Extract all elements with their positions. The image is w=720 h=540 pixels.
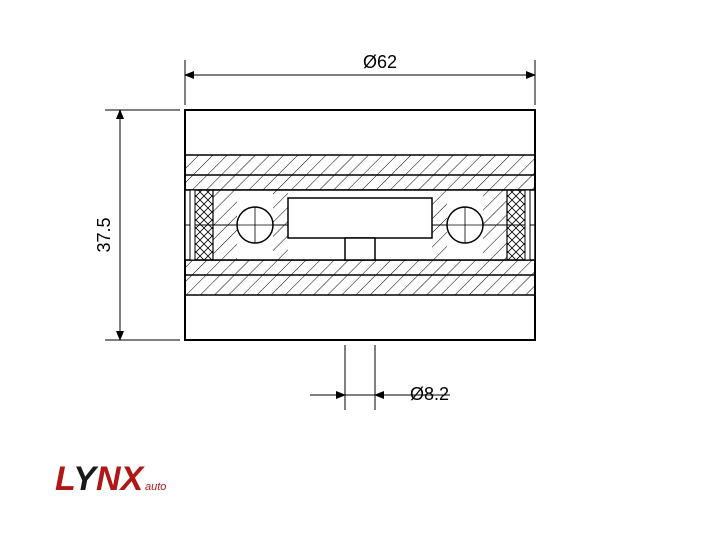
seal-left xyxy=(190,190,213,260)
logo-l: L xyxy=(55,460,74,498)
logo-nx: NX xyxy=(96,460,146,498)
dimension-left: 37.5 xyxy=(94,110,180,340)
technical-drawing: Ø62 37.5 Ø8.2 LYNX auto xyxy=(0,0,720,540)
dimension-top: Ø62 xyxy=(185,52,535,105)
logo-main: LYNX xyxy=(55,460,145,498)
section-body xyxy=(185,110,535,340)
dim-bottom-label: Ø8.2 xyxy=(410,384,449,404)
logo: LYNX auto xyxy=(55,460,166,498)
logo-sub: auto xyxy=(145,481,166,493)
dimension-bottom: Ø8.2 xyxy=(310,345,450,410)
seal-right xyxy=(507,190,530,260)
dim-left-label: 37.5 xyxy=(94,217,114,252)
dim-top-label: Ø62 xyxy=(363,52,397,72)
